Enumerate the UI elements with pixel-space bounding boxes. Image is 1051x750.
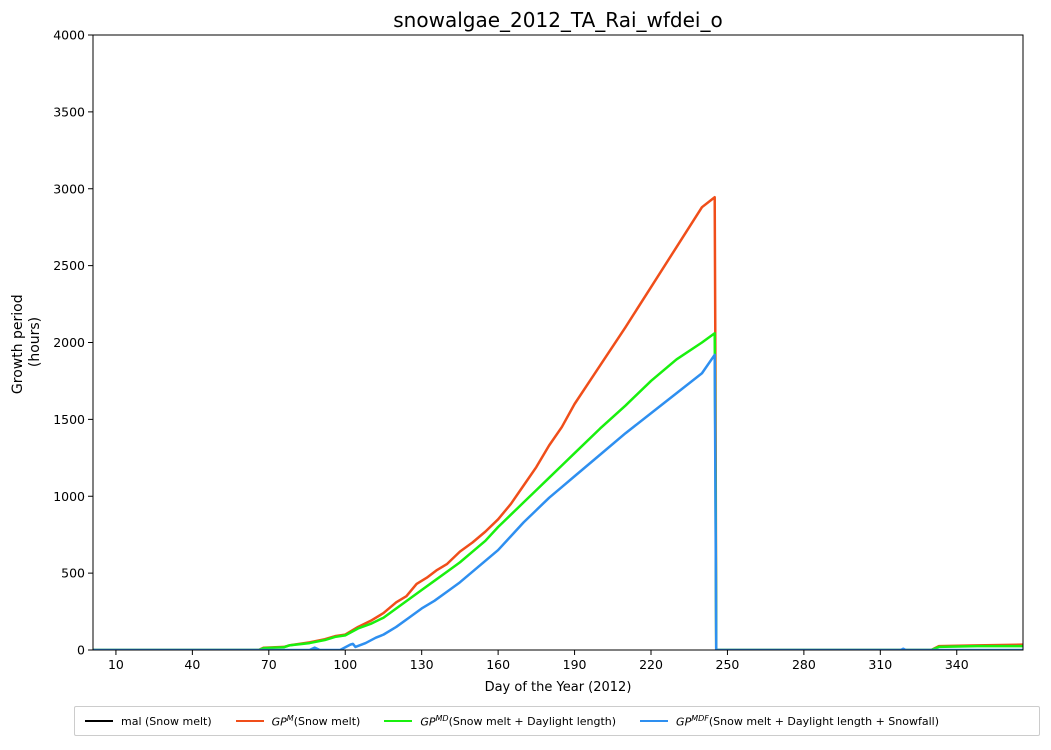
legend-swatch-mal [85,720,113,722]
legend-item-mal: mal (Snow melt) [85,715,212,728]
y-axis-label-line2: (hours) [27,317,43,367]
legend-item-gp-mdf: GPMDF (Snow melt + Daylight length + Sno… [640,713,939,729]
x-tick-label: 130 [410,657,434,672]
y-tick-label: 2500 [53,258,85,273]
legend-label-gp-md: (Snow melt + Daylight length) [448,714,617,728]
y-axis-label: Growth period (hours) [10,290,43,394]
x-tick-label: 190 [563,657,587,672]
y-tick-label: 1500 [53,412,85,427]
x-tick-label: 70 [261,657,277,672]
legend-gp-md-symbol: GPMD [420,713,449,729]
x-tick-label: 250 [716,657,740,672]
series-layer [93,195,1023,650]
legend-label-gp-mdf: (Snow melt + Daylight length + Snowfall) [708,714,939,728]
legend-gp-m-symbol: GPM [271,713,294,729]
legend-swatch-gp-mdf [640,720,669,722]
x-tick-label: 340 [945,657,969,672]
y-tick-label: 500 [61,566,85,581]
x-axis-label: Day of the Year (2012) [485,680,632,695]
series-line-gp-mdf [93,353,1023,650]
legend: mal (Snow melt) GPM (Snow melt) GPMD (Sn… [74,706,1040,736]
x-axis: 10 40 70 100 130 160 190 220 250 280 310 340 [108,650,969,672]
legend-label-mal: mal (Snow melt) [121,714,212,728]
x-tick-label: 310 [868,657,892,672]
y-tick-label: 0 [77,643,85,658]
x-tick-label: 100 [333,657,357,672]
legend-swatch-gp-m [235,720,264,722]
x-tick-label: 40 [184,657,200,672]
legend-label-gp-m: (Snow melt) [293,714,361,728]
y-tick-label: 3500 [53,104,85,119]
x-tick-label: 220 [639,657,663,672]
y-axis: 0 500 1000 1500 2000 2500 3000 3500 4000 [53,28,93,658]
x-tick-label: 10 [108,657,124,672]
x-tick-label: 280 [792,657,816,672]
y-tick-label: 4000 [53,28,85,43]
x-tick-label: 160 [486,657,510,672]
y-tick-label: 3000 [53,181,85,196]
y-tick-label: 1000 [53,489,85,504]
series-line-gp-md [93,332,1023,650]
legend-gp-mdf-symbol: GPMDF [676,713,709,729]
legend-item-gp-m: GPM (Snow melt) [235,713,361,729]
series-line-gp-m [93,195,1023,650]
legend-swatch-gp-md [384,720,413,722]
chart-title: snowalgae_2012_TA_Rai_wfdei_o [393,8,722,32]
plot-frame [92,34,1024,651]
legend-item-gp-md: GPMD (Snow melt + Daylight length) [384,713,617,729]
y-axis-label-line1: Growth period [10,294,26,394]
y-tick-label: 2000 [53,335,85,350]
